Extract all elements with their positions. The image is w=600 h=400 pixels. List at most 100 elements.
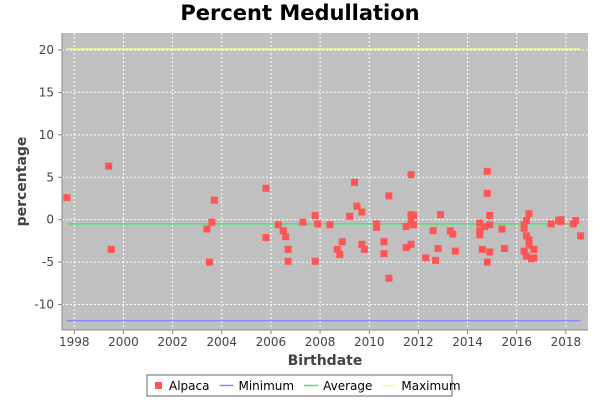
data-point xyxy=(407,171,415,179)
data-point xyxy=(483,189,491,197)
series-layer xyxy=(63,48,585,322)
data-point xyxy=(525,210,533,218)
data-point xyxy=(262,234,270,242)
data-point xyxy=(476,231,484,239)
data-point xyxy=(274,221,282,229)
legend: Alpaca Minimum Average Maximum xyxy=(146,374,461,397)
x-tick-label: 2016 xyxy=(501,335,532,349)
data-point xyxy=(282,233,290,241)
data-point xyxy=(402,244,410,252)
data-point xyxy=(434,245,442,253)
data-point xyxy=(409,221,417,229)
data-point xyxy=(311,257,319,265)
data-point xyxy=(299,218,307,226)
data-point xyxy=(523,252,531,260)
data-point xyxy=(284,245,292,253)
data-point xyxy=(358,240,366,248)
data-point xyxy=(350,178,358,186)
tick-labels: 1998 2000 2002 2004 2006 2008 2010 2012 2014 2016… xyxy=(34,43,581,349)
data-point xyxy=(373,223,381,231)
data-point xyxy=(449,230,457,238)
y-tick-label: 15 xyxy=(39,85,54,99)
plot-area xyxy=(62,33,588,330)
data-point xyxy=(402,222,410,230)
data-point xyxy=(338,238,346,246)
data-point xyxy=(557,217,565,225)
data-point xyxy=(208,218,216,226)
data-point xyxy=(478,245,486,253)
data-point xyxy=(205,258,213,266)
y-tick-label: -10 xyxy=(34,298,54,312)
x-tick-label: 2000 xyxy=(108,335,139,349)
data-point xyxy=(520,247,528,255)
data-point xyxy=(486,248,494,256)
legend-label-average: Average xyxy=(323,379,372,393)
y-axis-label: percentage xyxy=(14,137,30,227)
x-tick-label: 2014 xyxy=(452,335,483,349)
x-tick-label: 2002 xyxy=(157,335,188,349)
data-point xyxy=(284,257,292,265)
data-point xyxy=(429,227,437,235)
legend-swatch-alpaca xyxy=(155,382,162,389)
y-tick-label: -5 xyxy=(42,255,54,269)
data-point xyxy=(530,245,538,253)
data-point xyxy=(385,274,393,282)
y-tick-label: 10 xyxy=(39,128,54,142)
axes xyxy=(58,33,588,334)
data-point xyxy=(525,236,533,244)
data-point xyxy=(572,217,580,225)
x-tick-label: 2018 xyxy=(551,335,582,349)
data-point xyxy=(483,167,491,175)
data-point xyxy=(523,217,531,225)
data-point xyxy=(279,227,287,235)
data-point xyxy=(409,211,417,219)
data-point xyxy=(498,225,506,233)
chart-title: Percent Medullation xyxy=(180,1,419,25)
data-point xyxy=(476,219,484,227)
data-point xyxy=(407,240,415,248)
data-point xyxy=(63,194,71,202)
data-point xyxy=(437,211,445,219)
data-point xyxy=(486,221,494,229)
data-point xyxy=(547,220,555,228)
data-point xyxy=(346,212,354,220)
data-point xyxy=(432,256,440,264)
x-tick-label: 2010 xyxy=(354,335,385,349)
data-point xyxy=(358,208,366,216)
data-point xyxy=(422,254,430,262)
data-point xyxy=(525,241,533,249)
data-point xyxy=(520,224,528,232)
x-tick-label: 2006 xyxy=(256,335,287,349)
data-point xyxy=(360,245,368,253)
data-point xyxy=(407,216,415,224)
data-point xyxy=(311,211,319,219)
data-point xyxy=(486,211,494,219)
data-point xyxy=(353,202,361,210)
legend-label-minimum: Minimum xyxy=(238,379,294,393)
x-axis-label: Birthdate xyxy=(288,353,363,369)
y-tick-label: 5 xyxy=(46,170,54,184)
x-tick-label: 2008 xyxy=(305,335,336,349)
data-point xyxy=(203,225,211,233)
data-point xyxy=(500,245,508,253)
data-point xyxy=(336,250,344,258)
data-point xyxy=(262,184,270,192)
data-point xyxy=(481,222,489,230)
grid xyxy=(62,33,588,330)
legend-box xyxy=(146,374,453,397)
x-tick-label: 2004 xyxy=(206,335,237,349)
data-point xyxy=(451,247,459,255)
x-tick-label: 1998 xyxy=(59,335,90,349)
legend-label-alpaca: Alpaca xyxy=(169,379,209,393)
legend-label-maximum: Maximum xyxy=(401,379,460,393)
y-tick-label: 0 xyxy=(46,213,54,227)
data-point xyxy=(380,250,388,258)
data-point xyxy=(107,245,115,253)
data-point xyxy=(210,196,218,204)
data-point xyxy=(577,232,585,240)
data-point xyxy=(483,258,491,266)
data-point xyxy=(523,232,531,240)
data-point xyxy=(380,238,388,246)
